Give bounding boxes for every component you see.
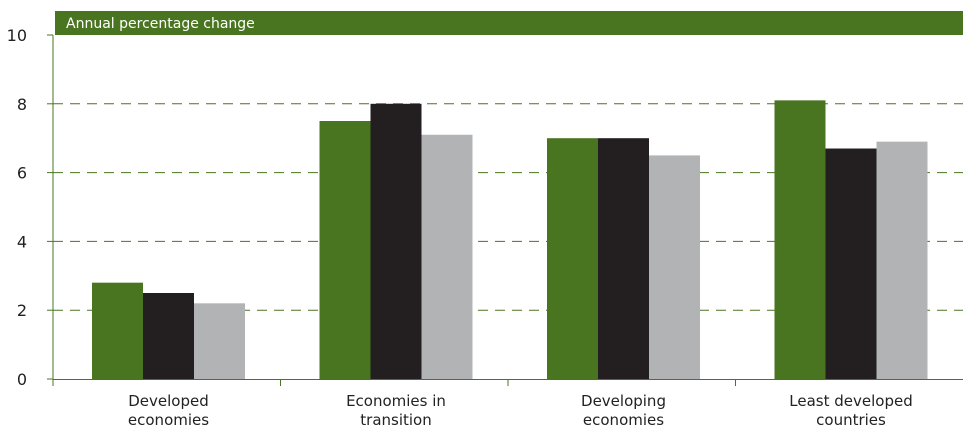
bar-series1-cat2 [319,121,371,379]
y-tick-label-2: 2 [17,301,27,320]
bar-series3-cat1 [194,303,245,379]
y-tick-label-10: 10 [7,26,27,45]
x-category-label-1: Developed economies [128,392,209,429]
bar-series1-cat3 [547,138,598,379]
bar-series2-cat4 [825,148,877,379]
subtitle-banner-background [55,11,963,35]
bar-series2-cat2 [370,103,422,380]
axes [47,34,963,386]
bar-series1-cat4 [774,100,826,380]
x-category-label-4: Least developed countries [789,392,912,429]
x-category-label-3: Developing economies [581,392,666,429]
subtitle-banner: Annual percentage change [55,11,963,35]
chart-subtitle: Annual percentage change [66,16,255,32]
bar-series3-cat3 [649,155,700,379]
y-tick-label-8: 8 [17,95,27,114]
x-category-labels: Developed economies Economies in transition… [128,392,913,429]
bar-series1-cat1 [92,282,143,379]
bar-series2-cat1 [143,293,194,379]
y-tick-label-6: 6 [17,164,27,183]
y-tick-labels: 0 2 4 6 8 10 [7,26,27,389]
bar-series2-cat3 [598,138,649,379]
y-tick-label-4: 4 [17,232,27,251]
bar-series3-cat4 [876,141,928,379]
bars [92,100,928,380]
x-category-label-2: Economies in transition [346,392,446,429]
y-tick-label-0: 0 [17,370,27,389]
bar-series3-cat2 [421,134,473,379]
